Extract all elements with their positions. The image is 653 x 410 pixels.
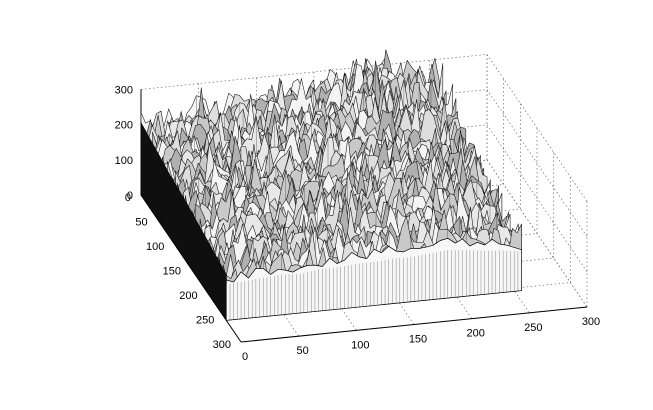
x-axis-line — [240, 306, 588, 343]
gridline-right-z — [486, 54, 588, 202]
z-tick-label: 0 — [127, 190, 133, 202]
x-tick-label: 300 — [582, 316, 600, 328]
tick-labels: 0 50 100 150 200 250 3000501001502002503000100… — [115, 84, 601, 363]
gridline-right-z — [486, 124, 588, 272]
x-tick-label: 150 — [409, 334, 427, 346]
y-tick-label: 0 — [125, 192, 131, 204]
z-tick-label: 100 — [115, 155, 133, 167]
x-tick-label: 200 — [466, 328, 484, 340]
x-tick-label: 100 — [351, 339, 369, 351]
surface-side-face — [140, 121, 227, 322]
y-tick-label: 250 — [196, 315, 214, 327]
gridline-floor-x — [486, 159, 588, 308]
surface-mesh — [140, 49, 522, 322]
x-tick-label: 50 — [297, 345, 309, 357]
x-tick-label: 0 — [242, 351, 248, 363]
z-tick-label: 200 — [115, 120, 133, 132]
y-tick-label: 150 — [163, 266, 181, 278]
y-tick-label: 200 — [179, 290, 197, 302]
x-tick-label: 250 — [524, 322, 542, 334]
gridline-right-z — [486, 89, 588, 237]
y-tick-label: 300 — [213, 339, 231, 351]
y-tick-label: 50 — [135, 217, 147, 229]
z-tick-label: 300 — [115, 84, 133, 96]
y-tick-label: 100 — [146, 241, 164, 253]
